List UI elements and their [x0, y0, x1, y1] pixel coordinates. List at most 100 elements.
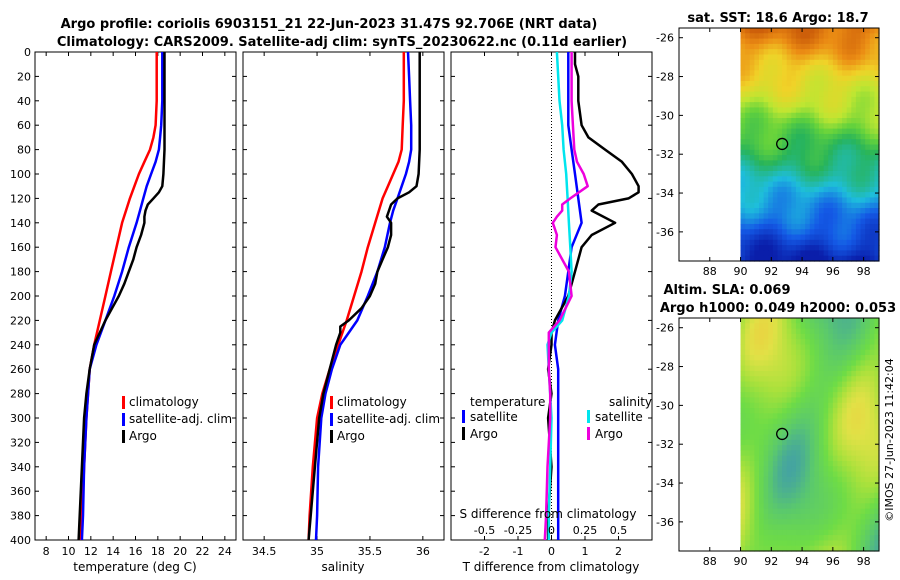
- sla-cell: [860, 413, 866, 420]
- sst-cell: [823, 59, 829, 66]
- sla-cell: [814, 413, 820, 420]
- sla-cell: [809, 349, 815, 356]
- sla-cell: [865, 370, 871, 377]
- sla-cell: [842, 323, 848, 330]
- sla-cell: [795, 318, 802, 324]
- sst-cell: [772, 213, 779, 220]
- sla-cell: [823, 370, 829, 377]
- sla-cell: [763, 529, 769, 536]
- sst-cell: [828, 186, 834, 193]
- sla-cell: [860, 434, 866, 441]
- sst-cell: [809, 170, 815, 177]
- sla-cell: [768, 471, 774, 478]
- sst-cell: [828, 102, 834, 109]
- sla-cell: [865, 349, 871, 356]
- sst-cell: [800, 59, 806, 66]
- sla-cell: [759, 318, 765, 324]
- sla-cell: [759, 333, 765, 340]
- sla-cell: [772, 434, 779, 441]
- sla-cell: [777, 540, 783, 547]
- sla-cell: [869, 423, 875, 430]
- sst-cell: [828, 59, 834, 66]
- argo-location-marker: [776, 427, 789, 441]
- sla-cell: [786, 328, 792, 335]
- sst-cell: [763, 49, 769, 56]
- sla-cell: [819, 318, 825, 324]
- salinity-xlabel: salinity: [321, 560, 364, 574]
- sla-cell: [795, 487, 802, 494]
- sst-cell: [874, 139, 880, 146]
- sst-cell: [795, 239, 802, 246]
- sst-cell: [759, 218, 765, 225]
- sst-cell: [745, 33, 751, 40]
- sst-cell: [855, 38, 862, 45]
- sst-cell: [819, 128, 825, 135]
- sla-cell: [819, 460, 825, 467]
- sla-cell: [846, 540, 852, 547]
- sst-cell: [777, 86, 783, 93]
- sla-cell: [814, 498, 820, 504]
- sst-cell: [795, 202, 802, 209]
- sst-cell: [828, 192, 834, 199]
- sst-cell: [819, 123, 825, 130]
- sla-cell: [809, 328, 815, 335]
- sst-cell: [851, 102, 857, 109]
- sla-cell: [846, 349, 852, 356]
- sst-cell: [740, 144, 746, 151]
- sla-cell: [869, 524, 875, 531]
- sst-cell: [874, 165, 880, 172]
- sst-cell: [782, 255, 788, 262]
- sst-cell: [786, 155, 792, 161]
- sla-cell: [855, 434, 862, 441]
- sst-cell: [823, 28, 829, 34]
- sla-cell: [855, 349, 862, 356]
- sst-cell: [772, 160, 779, 167]
- difference-panel: -2 -1 0 1 2 T difference from climatology S …: [450, 51, 653, 574]
- sst-cell: [819, 149, 825, 156]
- sst-cell: [791, 170, 797, 177]
- sla-cell: [846, 360, 852, 367]
- sla-cell: [777, 450, 783, 457]
- sla-cell: [851, 529, 857, 536]
- sla-cell: [837, 365, 843, 372]
- sst-cell: [795, 80, 802, 87]
- sst-cell: [763, 43, 769, 50]
- sla-cell: [754, 381, 760, 388]
- sst-cell: [749, 202, 755, 209]
- x-tick-label: -1: [513, 545, 524, 558]
- sst-cell: [842, 144, 848, 151]
- sst-cell: [814, 43, 820, 50]
- sst-cell: [768, 49, 774, 56]
- sst-cell: [800, 170, 806, 177]
- sst-cell: [791, 139, 797, 146]
- sst-cell: [782, 49, 788, 56]
- sst-cell: [851, 208, 857, 214]
- sst-cell: [805, 80, 811, 87]
- sla-cell: [819, 386, 825, 393]
- sst-cell: [791, 49, 797, 56]
- sst-cell: [851, 112, 857, 119]
- sst-cell: [772, 245, 779, 252]
- sst-cell: [759, 155, 765, 161]
- sla-cell: [842, 318, 848, 324]
- sst-cell: [800, 65, 806, 71]
- sla-cell: [740, 370, 746, 377]
- sla-cell: [814, 344, 820, 351]
- sst-cell: [759, 128, 765, 135]
- sst-cell: [865, 181, 871, 188]
- sst-cell: [782, 65, 788, 71]
- sla-cell: [851, 524, 857, 531]
- sla-cell: [763, 376, 769, 383]
- sla-cell: [745, 535, 751, 542]
- sst-cell: [819, 54, 825, 61]
- sla-cell: [791, 529, 797, 536]
- sst-cell: [842, 38, 848, 45]
- sla-cell: [805, 386, 811, 393]
- sst-cell: [745, 139, 751, 146]
- sla-cell: [777, 535, 783, 542]
- sst-cell: [855, 33, 862, 40]
- sla-cell: [869, 439, 875, 446]
- sla-cell: [754, 392, 760, 399]
- sla-cell: [869, 339, 875, 346]
- sst-cell: [842, 86, 848, 93]
